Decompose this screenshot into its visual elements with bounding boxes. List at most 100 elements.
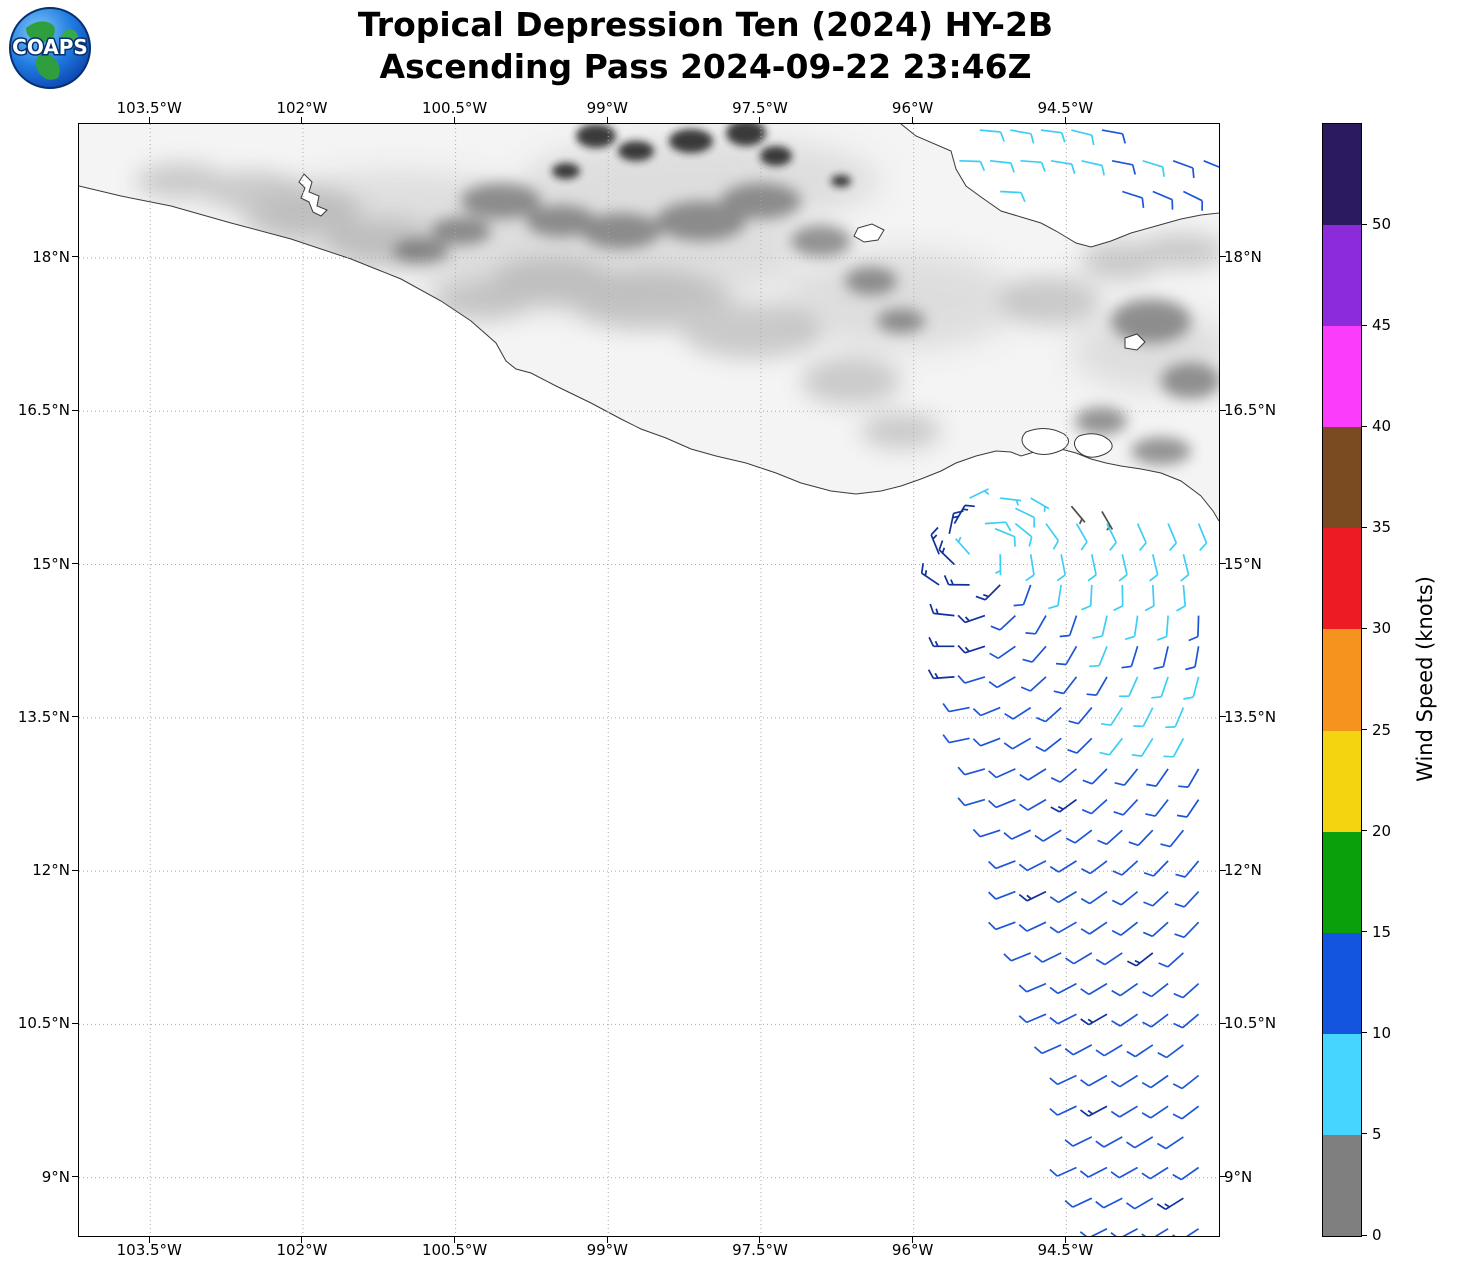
wind-barb (1185, 646, 1200, 671)
lon-tick-label-top: 102°W (276, 99, 328, 117)
wind-barb (1142, 1013, 1169, 1028)
lat-tick-label-left: 18°N (32, 247, 70, 266)
wind-barb (1153, 646, 1169, 670)
wind-barb (1183, 676, 1200, 700)
axis-tick (1220, 409, 1226, 411)
wind-barb (1064, 1197, 1093, 1208)
axis-tick (1220, 1176, 1226, 1178)
axis-tick (1220, 256, 1226, 258)
wind-barb (928, 636, 955, 648)
wind-barb (975, 584, 1001, 601)
colorbar-segment-10-15 (1323, 932, 1361, 1034)
wind-barb (942, 734, 970, 744)
colorbar-tick-label: 50 (1372, 215, 1392, 234)
wind-barb (1149, 554, 1159, 582)
wind-barb (1144, 584, 1155, 612)
wind-barb (1095, 1044, 1123, 1057)
wind-barb (1175, 860, 1200, 878)
lat-tick-label-left: 15°N (32, 554, 70, 573)
wind-barb (953, 504, 975, 525)
wind-barb (1049, 890, 1077, 904)
wind-barb (987, 921, 1016, 931)
wind-barb (1003, 829, 1032, 840)
wind-barb (1113, 799, 1139, 816)
colorbar-tick-label: 15 (1372, 922, 1392, 941)
lon-tick-label-bottom: 99°W (586, 1241, 628, 1259)
wind-barb (988, 890, 1016, 900)
axis-tick (72, 716, 78, 718)
axis-tick (454, 1237, 456, 1243)
wind-barb (1157, 615, 1169, 641)
wind-barb (1049, 1166, 1077, 1177)
wind-barb (1079, 1228, 1108, 1236)
wind-barb (1145, 799, 1169, 817)
wind-barb (1151, 676, 1169, 699)
wind-barb (1131, 737, 1154, 757)
wind-barb (1025, 554, 1035, 582)
wind-barb (1152, 190, 1174, 210)
chart-subtitle: Ascending Pass 2024-09-22 23:46Z (379, 47, 1032, 87)
wind-barb (1048, 584, 1063, 610)
wind-barb (1160, 829, 1185, 848)
axis-tick (72, 1176, 78, 1178)
wind-barb (1081, 798, 1108, 815)
coastline (79, 124, 1219, 522)
wind-barb (1142, 921, 1169, 938)
lat-tick-label-right: 10.5°N (1224, 1014, 1277, 1033)
axis-tick (1064, 1237, 1066, 1243)
axis-tick (1064, 117, 1066, 123)
wind-barb (1030, 497, 1050, 512)
wind-barb (1124, 615, 1139, 641)
wind-barb (957, 675, 986, 684)
globe-icon: COAPS (9, 7, 91, 89)
wind-barb (1049, 921, 1077, 934)
wind-barb (1143, 890, 1169, 907)
axis-tick (1361, 1032, 1367, 1034)
wind-barb (1079, 1166, 1108, 1178)
wind-barb (1079, 1105, 1108, 1117)
colorbar-segment-0-5 (1323, 1134, 1361, 1237)
wind-barb (1067, 737, 1093, 754)
wind-barb (1053, 676, 1078, 695)
colorbar-segment-5-10 (1323, 1033, 1361, 1135)
wind-barb (1018, 860, 1047, 872)
wind-barb (988, 798, 1016, 809)
wind-barb (1146, 768, 1169, 787)
wind-barb (1064, 1044, 1093, 1056)
wind-barb (1141, 1105, 1169, 1119)
wind-barb (1101, 510, 1114, 531)
wind-barb (1142, 982, 1169, 998)
axis-tick (1361, 324, 1367, 326)
wind-barb (927, 669, 955, 680)
axis-tick (759, 1237, 761, 1243)
lat-tick-label-left: 9°N (41, 1167, 70, 1186)
wind-barb (1081, 860, 1108, 875)
wind-barb (1025, 615, 1047, 635)
axis-tick (1361, 223, 1367, 225)
lon-tick-label-bottom: 94.5°W (1037, 1241, 1094, 1259)
lon-tick-label-top: 103.5°W (116, 99, 182, 117)
wind-barb (1111, 982, 1139, 997)
axis-tick (72, 1022, 78, 1024)
wind-barb (1049, 982, 1077, 995)
wind-barb (1172, 1074, 1200, 1090)
wind-barb (1183, 190, 1204, 211)
colorbar-segment-40-45 (1323, 326, 1361, 428)
terrain-relief (136, 124, 1219, 465)
axis-tick (72, 869, 78, 871)
wind-barb (1136, 523, 1147, 551)
wind-barb (1018, 982, 1047, 993)
wind-barb (1111, 159, 1137, 175)
lakes-and-lagoons (298, 173, 1146, 458)
axis-tick (1220, 563, 1226, 564)
wind-barb (1086, 676, 1108, 696)
axis-tick (606, 1237, 608, 1243)
lon-tick-label-bottom: 103.5°W (116, 1241, 182, 1259)
wind-barb (988, 768, 1016, 779)
wind-barb (1111, 921, 1139, 936)
wind-barb (1156, 1197, 1184, 1211)
colorbar-tick-label: 10 (1372, 1023, 1392, 1042)
wind-barb (1106, 523, 1117, 551)
wind-barb (1163, 737, 1185, 758)
